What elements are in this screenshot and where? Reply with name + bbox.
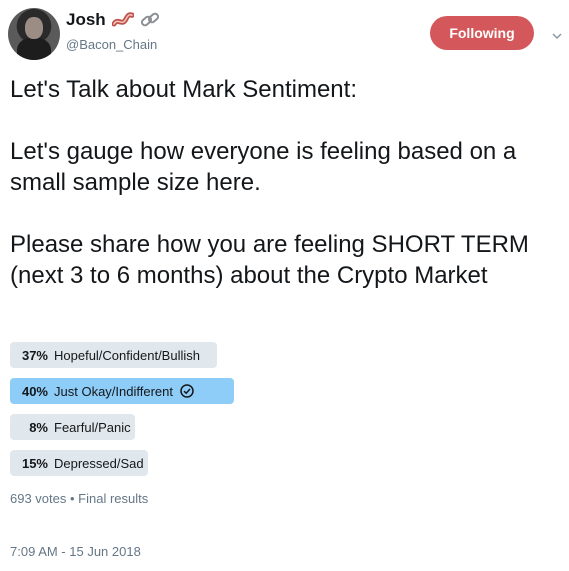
following-button[interactable]: Following (430, 16, 534, 50)
avatar[interactable] (8, 8, 60, 60)
avatar-body (17, 38, 51, 60)
poll-percentage: 40% (21, 383, 48, 399)
tweet-text: Let's Talk about Mark Sentiment: Let's g… (10, 76, 529, 289)
poll-option-label: Depressed/Sad (54, 455, 144, 471)
avatar-face (25, 17, 43, 39)
poll-bar (10, 414, 135, 440)
tweet-header: Josh @Bacon_Chain Following (0, 0, 569, 68)
poll-option: 40% Just Okay/Indifferent (10, 378, 540, 404)
poll-option: 37% Hopeful/Confident/Bullish (10, 342, 540, 368)
user-handle[interactable]: @Bacon_Chain (66, 37, 158, 52)
bacon-icon (111, 11, 134, 29)
poll: 37% Hopeful/Confident/Bullish 40% Just O… (10, 342, 540, 486)
poll-percentage: 8% (29, 419, 48, 435)
poll-bar (10, 378, 234, 404)
poll-bar (10, 450, 148, 476)
poll-meta: 693 votes • Final results (10, 491, 149, 506)
display-name[interactable]: Josh (66, 10, 106, 29)
poll-option: 15% Depressed/Sad (10, 450, 540, 476)
poll-option-label: Just Okay/Indifferent (54, 383, 173, 399)
poll-percentage: 15% (21, 455, 48, 471)
timestamp[interactable]: 7:09 AM - 15 Jun 2018 (10, 544, 141, 559)
poll-percentage: 37% (21, 347, 48, 363)
name-row: Josh (66, 10, 160, 30)
chain-link-icon (140, 11, 160, 29)
check-circle-icon (180, 384, 194, 398)
poll-bar (10, 342, 218, 368)
poll-option-label: Hopeful/Confident/Bullish (54, 347, 200, 363)
poll-option: 8% Fearful/Panic (10, 414, 540, 440)
poll-option-label: Fearful/Panic (54, 419, 131, 435)
chevron-down-icon[interactable] (552, 28, 562, 40)
